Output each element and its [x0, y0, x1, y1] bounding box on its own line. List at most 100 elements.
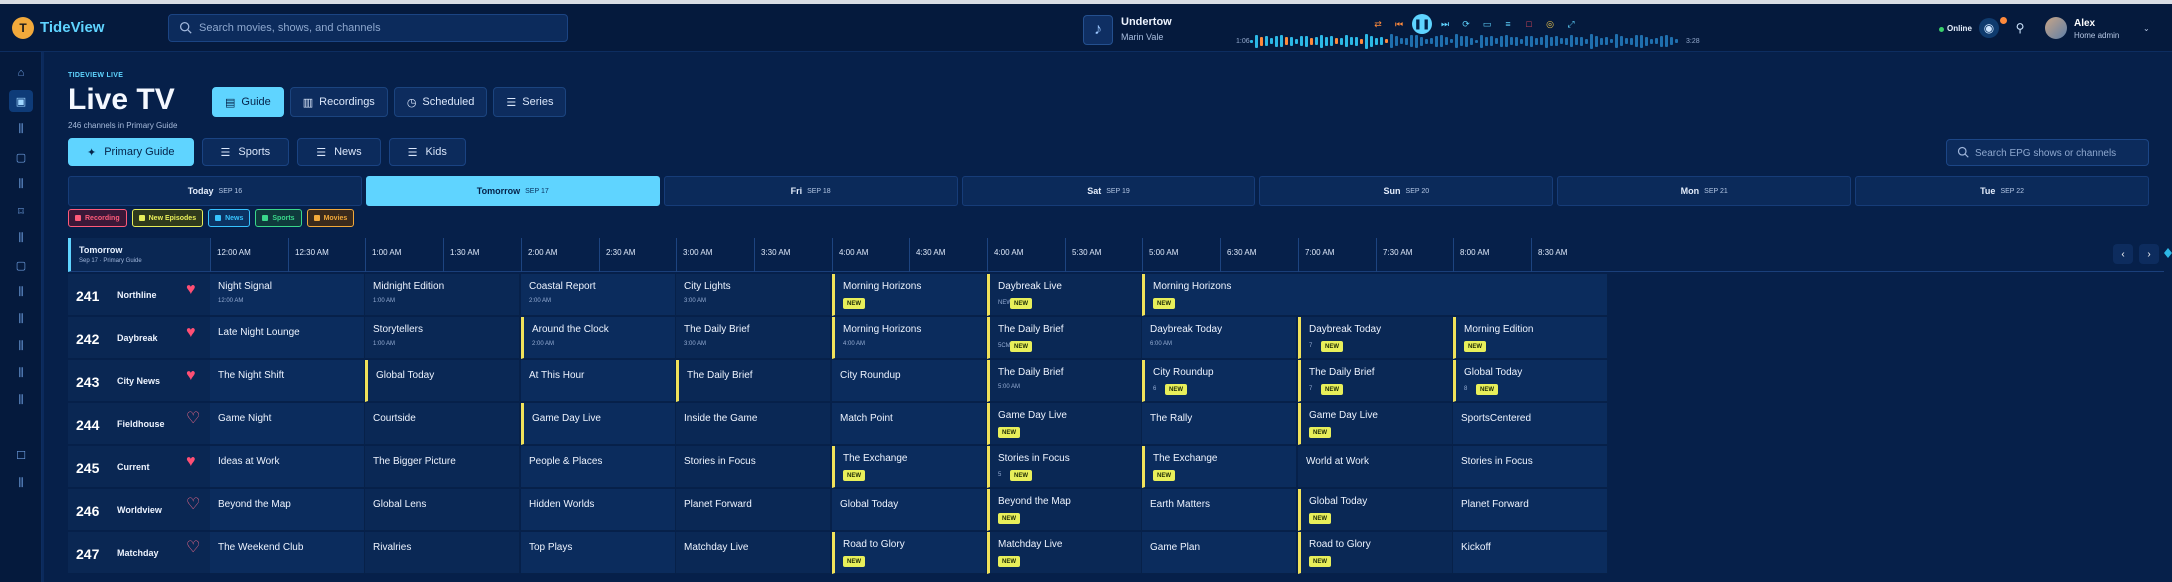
program-cell[interactable]: The Daily Brief 5:00 AM	[987, 360, 1142, 402]
live-tv-icon[interactable]: ▣	[9, 90, 33, 112]
program-cell[interactable]: Night Signal 12:00 AM	[210, 274, 365, 316]
chevron-right-icon[interactable]: ›	[2139, 244, 2159, 264]
program-cell[interactable]: Morning Horizons NEW	[1142, 274, 1608, 316]
program-cell[interactable]: City Roundup	[832, 360, 987, 402]
program-cell[interactable]: Inside the Game	[676, 403, 831, 445]
library-icon[interactable]: ⫼	[18, 231, 24, 244]
program-cell[interactable]: Beyond the Map	[210, 489, 365, 531]
program-cell[interactable]: Road to Glory NEW	[832, 532, 987, 574]
library-icon[interactable]: ⫼	[18, 366, 24, 379]
program-cell[interactable]: The Daily Brief 3:00 AM	[676, 317, 831, 359]
program-cell[interactable]: Rivalries	[365, 532, 520, 574]
home-icon[interactable]: ⌂	[17, 67, 25, 79]
program-cell[interactable]: Matchday Live NEW	[987, 532, 1142, 574]
program-cell[interactable]: City Roundup 6 NEW	[1142, 360, 1297, 402]
program-cell[interactable]: The Daily Brief	[676, 360, 831, 402]
settings-icon[interactable]: ◎	[1546, 18, 1554, 29]
channel-cell[interactable]: 243 City News ♥	[68, 360, 210, 402]
day-tab-tue[interactable]: Tue SEP 22	[1855, 176, 2150, 206]
program-cell[interactable]: Global Today 8 NEW	[1453, 360, 1608, 402]
brand-name[interactable]: TideView	[40, 19, 105, 36]
tab-guide[interactable]: ▤ Guide	[212, 87, 284, 117]
channel-cell[interactable]: 241 Northline ♥	[68, 274, 210, 316]
program-cell[interactable]: Morning Edition NEW	[1453, 317, 1608, 359]
recordings-icon[interactable]: ▢	[15, 259, 27, 272]
program-cell[interactable]: Game Day Live	[521, 403, 676, 445]
library-icon[interactable]: ⫼	[18, 476, 24, 489]
cast-icon[interactable]: ▭	[1482, 18, 1492, 29]
program-cell[interactable]: Morning Horizons NEW	[832, 274, 987, 316]
guide-news[interactable]: ☰ News	[297, 138, 381, 166]
music-note-icon[interactable]: ♪	[1083, 15, 1113, 45]
day-tab-today[interactable]: Today SEP 16	[68, 176, 362, 206]
day-tab-sat[interactable]: Sat SEP 19	[961, 176, 1256, 206]
program-cell[interactable]: Game Night	[210, 403, 365, 445]
day-tab-fri[interactable]: Fri SEP 18	[663, 176, 958, 206]
skip-back-icon[interactable]: ⏮	[1394, 18, 1404, 29]
program-cell[interactable]: Stories in Focus	[1453, 446, 1608, 488]
heart-outline-icon[interactable]: ♡	[186, 410, 201, 427]
program-cell[interactable]: The Rally	[1142, 403, 1297, 445]
program-cell[interactable]: Around the Clock 2:00 AM	[521, 317, 676, 359]
channel-cell[interactable]: 242 Daybreak ♥	[68, 317, 210, 359]
program-cell[interactable]: Road to Glory NEW	[1298, 532, 1453, 574]
library-icon[interactable]: ⫼	[18, 122, 24, 135]
library-icon[interactable]: ⫼	[18, 312, 24, 325]
program-cell[interactable]: Late Night Lounge	[210, 317, 365, 359]
epg-search-input[interactable]: Search EPG shows or channels	[1946, 139, 2149, 166]
program-cell[interactable]: Morning Horizons 4:00 AM	[832, 317, 987, 359]
program-cell[interactable]: Matchday Live	[676, 532, 831, 574]
heart-filled-icon[interactable]: ♥	[186, 367, 196, 384]
pause-icon[interactable]: ❚❚	[1412, 14, 1432, 34]
avatar[interactable]	[2045, 17, 2067, 39]
channel-cell[interactable]: 245 Current ♥	[68, 446, 210, 488]
program-cell[interactable]: Stories in Focus 5 NEW	[987, 446, 1142, 488]
skip-forward-icon[interactable]: ⏭	[1440, 18, 1450, 29]
day-tab-mon[interactable]: Mon SEP 21	[1557, 176, 1852, 206]
filter-chip-news[interactable]: News	[208, 209, 251, 227]
tab-scheduled[interactable]: ◷ Scheduled	[393, 87, 488, 117]
filter-chip-movies[interactable]: Movies	[306, 209, 355, 227]
library-icon[interactable]: ⫼	[18, 177, 24, 190]
heart-filled-icon[interactable]: ♥	[186, 453, 196, 470]
program-cell[interactable]: The Night Shift	[210, 360, 365, 402]
program-cell[interactable]: The Weekend Club	[210, 532, 365, 574]
program-cell[interactable]: Game Day Live NEW	[987, 403, 1142, 445]
program-cell[interactable]: Courtside	[365, 403, 520, 445]
channel-cell[interactable]: 244 Fieldhouse ♡	[68, 403, 210, 445]
program-cell[interactable]: Midnight Edition 1:00 AM	[365, 274, 520, 316]
program-cell[interactable]: World at Work	[1298, 446, 1453, 488]
program-cell[interactable]: Stories in Focus	[676, 446, 831, 488]
filter-chip-recording[interactable]: Recording	[68, 209, 127, 227]
heart-outline-icon[interactable]: ♡	[186, 496, 201, 513]
program-cell[interactable]: Daybreak Live NEW NEW	[987, 274, 1142, 316]
program-cell[interactable]: Coastal Report 2:00 AM	[521, 274, 676, 316]
library-icon[interactable]: ⫼	[18, 393, 24, 406]
bookmark-icon[interactable]: ⌑	[18, 205, 24, 218]
library-icon[interactable]: ⫼	[18, 285, 24, 298]
heart-filled-icon[interactable]: ♥	[186, 324, 196, 341]
program-cell[interactable]: Global Lens	[365, 489, 520, 531]
program-cell[interactable]: Planet Forward	[676, 489, 831, 531]
channel-cell[interactable]: 247 Matchday ♡	[68, 532, 210, 574]
heart-outline-icon[interactable]: ♡	[186, 539, 201, 556]
program-cell[interactable]: Beyond the Map NEW	[987, 489, 1142, 531]
program-cell[interactable]: Planet Forward	[1453, 489, 1608, 531]
library-icon[interactable]: ⫼	[18, 339, 24, 352]
waveform-progress[interactable]	[1250, 33, 1682, 49]
recordings-icon[interactable]: ▢	[15, 151, 27, 164]
program-cell[interactable]: Global Today	[365, 360, 520, 402]
program-cell[interactable]: Match Point	[832, 403, 987, 445]
program-cell[interactable]: Global Today NEW	[1298, 489, 1453, 531]
program-cell[interactable]: Storytellers 1:00 AM	[365, 317, 520, 359]
program-cell[interactable]: City Lights 3:00 AM	[676, 274, 831, 316]
logo-icon[interactable]: T	[12, 17, 34, 39]
filter-chip-sports[interactable]: Sports	[255, 209, 302, 227]
program-cell[interactable]: SportsCentered	[1453, 403, 1608, 445]
heart-filled-icon[interactable]: ♥	[186, 281, 196, 298]
chevron-down-icon[interactable]: ⌄	[2143, 24, 2150, 33]
guide-primary[interactable]: ✦ Primary Guide	[68, 138, 194, 166]
link-icon[interactable]: ⚲	[2015, 21, 2025, 35]
program-cell[interactable]: The Daily Brief 7 NEW	[1298, 360, 1453, 402]
program-cell[interactable]: The Daily Brief 5CM NEW	[987, 317, 1142, 359]
